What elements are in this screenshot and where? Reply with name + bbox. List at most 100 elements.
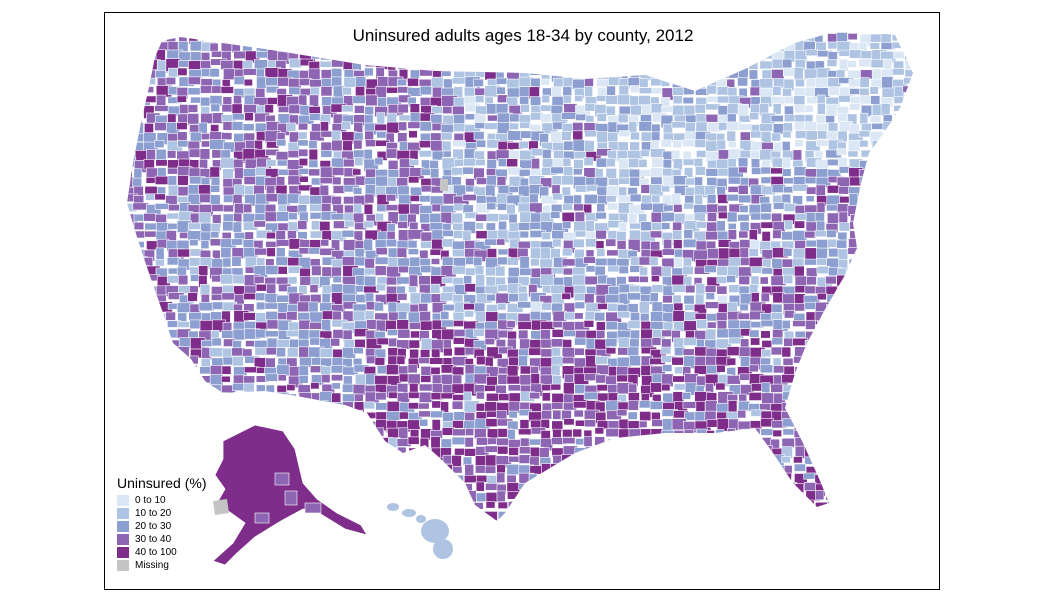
county: [277, 168, 290, 176]
county: [870, 457, 884, 471]
county: [782, 293, 796, 305]
county: [484, 59, 497, 71]
county: [320, 473, 333, 485]
county: [211, 393, 226, 406]
county: [914, 483, 923, 491]
county: [143, 438, 161, 449]
county: [836, 322, 851, 333]
county: [585, 231, 597, 240]
county: [276, 159, 288, 167]
county: [541, 483, 551, 495]
county: [209, 456, 221, 467]
county: [388, 337, 398, 348]
county: [385, 204, 399, 212]
county: [783, 248, 793, 257]
county: [596, 202, 606, 213]
county: [454, 447, 466, 456]
county: [166, 150, 177, 159]
county: [583, 256, 596, 264]
county: [583, 482, 594, 496]
county: [127, 373, 133, 387]
county: [156, 430, 173, 441]
county: [838, 186, 851, 195]
county: [562, 203, 573, 211]
county: [671, 121, 687, 129]
county: [134, 241, 145, 249]
county: [880, 420, 895, 429]
county: [849, 472, 866, 484]
county: [156, 403, 165, 413]
county: [452, 105, 465, 116]
county: [441, 140, 452, 153]
county: [496, 490, 506, 502]
alaska-counties: [212, 424, 368, 566]
county: [187, 420, 200, 432]
county: [487, 114, 498, 122]
county: [320, 465, 336, 475]
county: [155, 259, 165, 267]
county: [639, 149, 650, 157]
county: [814, 418, 826, 430]
county: [508, 410, 518, 419]
county: [320, 150, 333, 158]
county: [277, 312, 288, 320]
county: [266, 231, 276, 240]
county: [827, 367, 844, 380]
county: [363, 238, 373, 252]
county: [696, 472, 708, 485]
county: [486, 392, 500, 402]
county: [353, 445, 364, 454]
county: [826, 304, 841, 313]
county: [366, 436, 382, 447]
county: [497, 445, 509, 455]
county: [154, 445, 170, 460]
county: [506, 365, 519, 378]
county: [782, 157, 791, 169]
county: [127, 96, 139, 109]
county: [221, 232, 232, 240]
county: [882, 193, 898, 206]
county: [374, 213, 384, 222]
county: [902, 420, 913, 428]
county: [266, 319, 280, 330]
county: [189, 266, 200, 276]
county: [331, 96, 345, 105]
county: [662, 364, 673, 372]
county: [860, 211, 875, 225]
county: [154, 140, 165, 149]
county: [517, 285, 528, 294]
county: [486, 202, 497, 211]
county: [871, 256, 888, 268]
alaska-missing: [213, 499, 229, 515]
county: [892, 510, 903, 518]
county: [275, 230, 286, 241]
county: [561, 454, 578, 465]
county: [683, 509, 700, 521]
county: [737, 312, 752, 320]
county: [638, 121, 653, 132]
county: [882, 373, 899, 386]
county: [127, 464, 138, 475]
county: [619, 510, 633, 521]
county: [319, 400, 329, 413]
county: [816, 139, 830, 147]
county: [858, 518, 872, 521]
county: [430, 410, 445, 418]
county: [782, 428, 795, 436]
county: [231, 238, 243, 246]
county: [628, 428, 642, 439]
county: [903, 519, 913, 521]
county: [363, 267, 377, 276]
county: [132, 393, 150, 402]
county: [331, 481, 347, 494]
county: [916, 158, 924, 171]
county: [847, 438, 859, 451]
county: [475, 222, 484, 230]
county: [188, 364, 198, 378]
county: [562, 221, 572, 229]
county: [870, 475, 883, 487]
county: [595, 257, 609, 266]
county: [892, 437, 908, 450]
county: [916, 212, 928, 220]
county: [431, 238, 444, 250]
